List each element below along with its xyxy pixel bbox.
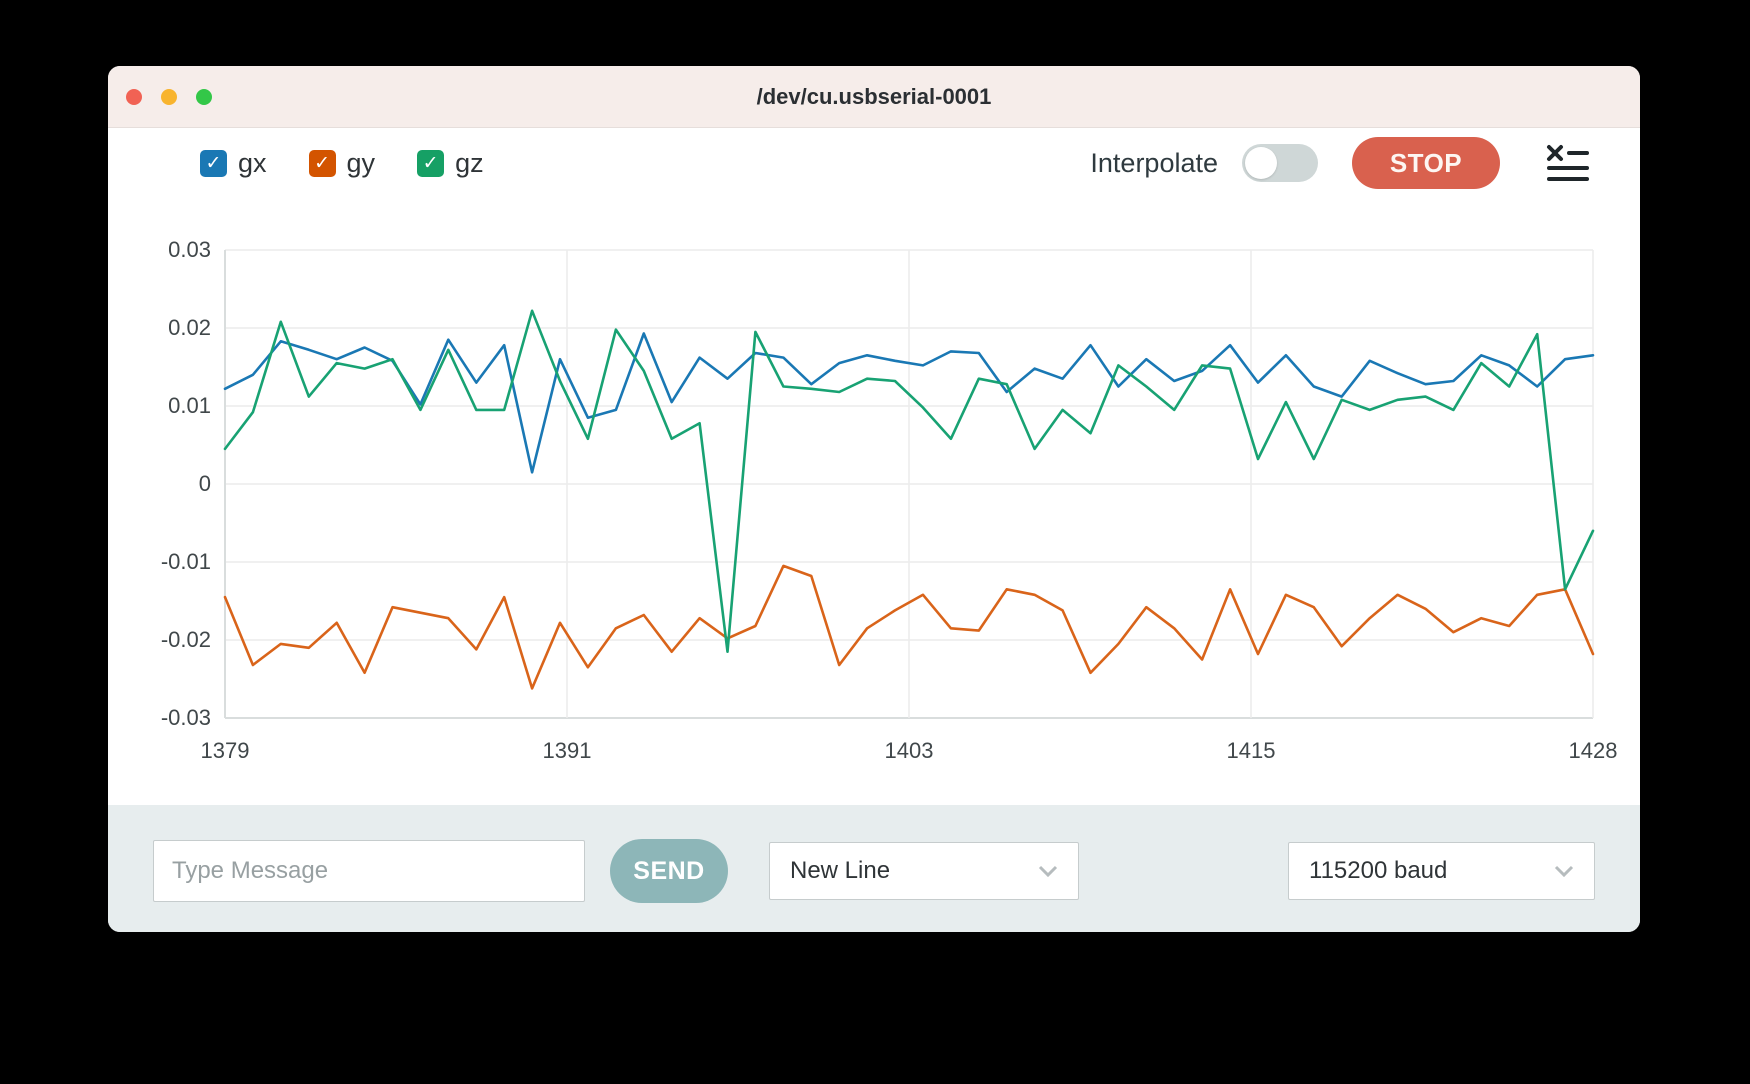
svg-text:1379: 1379 — [201, 738, 250, 763]
title-bar: /dev/cu.usbserial-0001 — [108, 66, 1640, 128]
svg-text:-0.03: -0.03 — [161, 705, 211, 730]
svg-text:1391: 1391 — [543, 738, 592, 763]
clear-console-button[interactable] — [1546, 143, 1590, 183]
svg-text:0: 0 — [199, 471, 211, 496]
line-ending-value: New Line — [790, 857, 891, 884]
traffic-lights — [126, 66, 212, 127]
close-window-button[interactable] — [126, 88, 142, 105]
legend-item-gx[interactable]: ✓ gx — [200, 148, 267, 179]
gx-label: gx — [238, 147, 267, 178]
window-title: /dev/cu.usbserial-0001 — [756, 83, 992, 109]
gx-checkbox[interactable]: ✓ — [200, 149, 227, 177]
chevron-down-icon — [1038, 865, 1058, 877]
baud-rate-value: 115200 baud — [1309, 857, 1448, 884]
baud-rate-select[interactable]: 115200 baud — [1288, 842, 1595, 900]
interpolate-label: Interpolate — [1090, 147, 1218, 178]
svg-text:-0.01: -0.01 — [161, 549, 211, 574]
svg-text:0.03: 0.03 — [168, 237, 211, 262]
legend-item-gz[interactable]: ✓ gz — [417, 148, 484, 179]
chart-header: ✓ gx ✓ gy ✓ gz Interpolate STOP — [108, 128, 1640, 198]
gy-checkbox[interactable]: ✓ — [308, 149, 336, 177]
legend-item-gy[interactable]: ✓ gy — [308, 147, 376, 179]
chart-area[interactable]: 0.03 0.02 0.01 0 -0.01 -0.02 -0.03 1379 1391 1403… — [108, 198, 1640, 805]
svg-text:1403: 1403 — [885, 738, 934, 763]
composer-bar: SEND New Line 115200 baud — [108, 805, 1640, 932]
svg-text:1415: 1415 — [1227, 738, 1276, 763]
zoom-window-button[interactable] — [196, 88, 212, 105]
interpolate-toggle[interactable] — [1242, 144, 1318, 182]
gz-checkbox[interactable]: ✓ — [417, 149, 445, 177]
serial-plotter-window: /dev/cu.usbserial-0001 ✓ gx ✓ gy ✓ gz In… — [108, 66, 1640, 932]
minimize-window-button[interactable] — [161, 88, 177, 105]
chevron-down-icon — [1554, 865, 1574, 877]
svg-text:0.02: 0.02 — [168, 315, 211, 340]
send-button[interactable]: SEND — [610, 839, 728, 903]
gy-label: gy — [346, 147, 376, 178]
svg-text:1428: 1428 — [1569, 738, 1618, 763]
clear-console-icon — [1547, 145, 1589, 181]
line-ending-select[interactable]: New Line — [769, 842, 1079, 900]
message-input[interactable] — [153, 840, 585, 902]
stop-button[interactable]: STOP — [1352, 137, 1500, 189]
line-chart: 0.03 0.02 0.01 0 -0.01 -0.02 -0.03 1379 1391 1403… — [161, 237, 1618, 763]
interpolate-toggle-knob — [1245, 147, 1277, 179]
gz-label: gz — [455, 147, 484, 178]
svg-text:0.01: 0.01 — [168, 393, 211, 418]
svg-text:-0.02: -0.02 — [161, 627, 211, 652]
